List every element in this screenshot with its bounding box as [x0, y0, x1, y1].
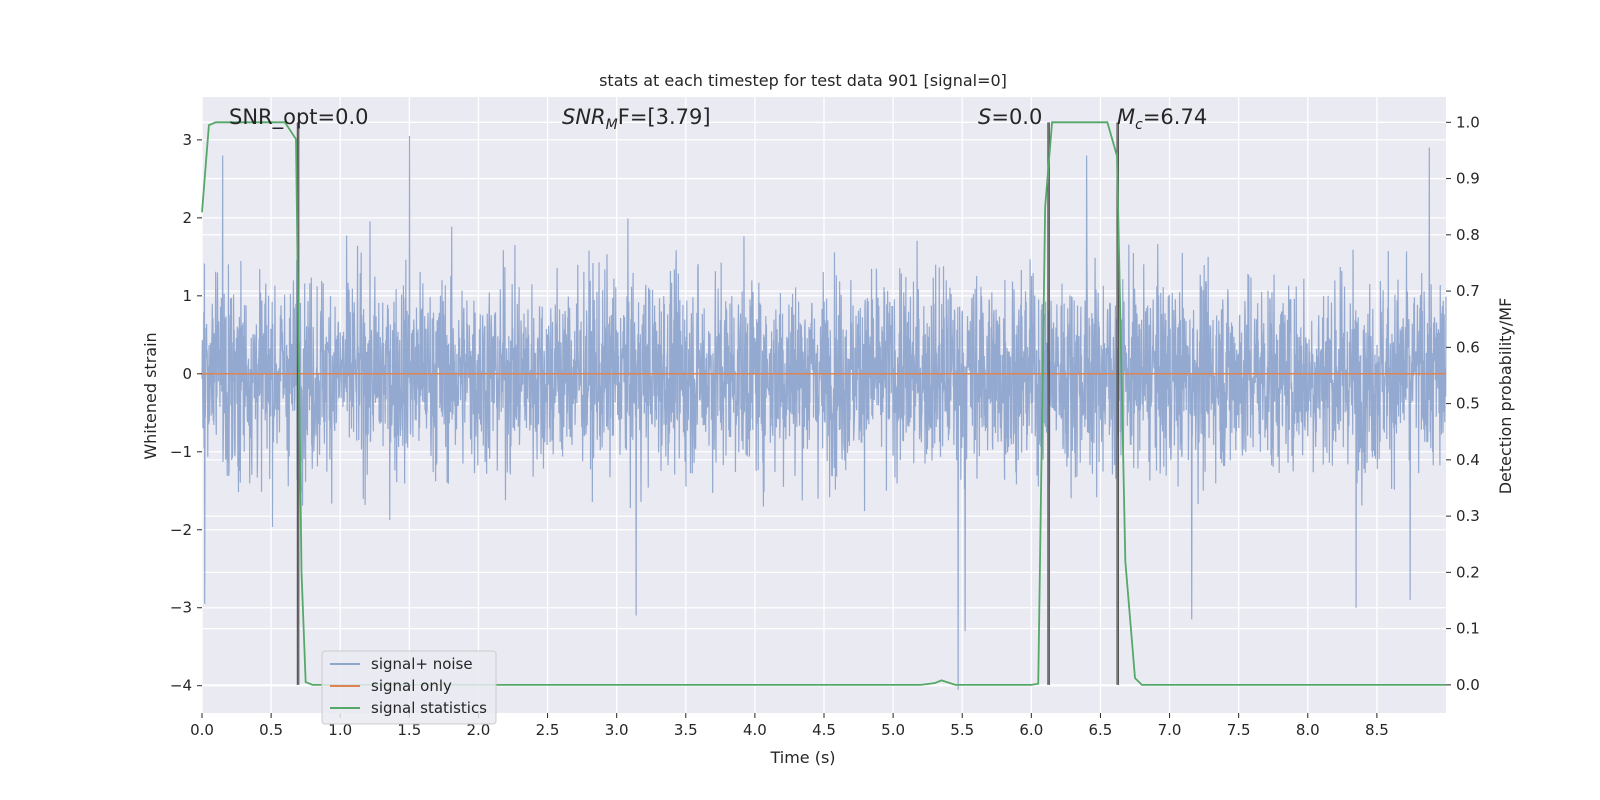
x-tick-label: 5.0	[881, 721, 905, 739]
annotation-s: S=0.0	[978, 105, 1042, 129]
annotation-s-main: S	[978, 105, 991, 129]
right-tick-label: 0.2	[1456, 563, 1480, 581]
y-tick-label: −4	[170, 677, 192, 695]
annotation-snr-mf-sub: M	[606, 117, 618, 133]
x-tick-label: 4.0	[743, 721, 767, 739]
annotation-mc-main: M	[1117, 105, 1135, 129]
annotation-snr-mf-main: SNR	[562, 105, 606, 129]
x-tick-label: 1.0	[328, 721, 352, 739]
right-tick-label: 0.3	[1456, 507, 1480, 525]
x-tick-label: 3.5	[674, 721, 698, 739]
noise-series	[201, 135, 1447, 690]
right-tick-label: 0.6	[1456, 338, 1480, 356]
noise-line	[201, 135, 1447, 690]
y-tick-label: 0	[182, 365, 192, 383]
x-tick-label: 0.5	[259, 721, 283, 739]
annotation-snr-opt: SNR_opt=0.0	[229, 105, 369, 130]
right-axis-ticks: 1.0 0.9 0.8 0.7 0.6 0.5 0.4 0.3 0.2 0.1 0.0	[1446, 113, 1480, 694]
right-tick-label: 0.1	[1456, 620, 1480, 638]
legend-label-noise: signal+ noise	[371, 655, 473, 673]
x-tick-label: 2.5	[536, 721, 560, 739]
x-tick-label: 6.5	[1089, 721, 1113, 739]
x-tick-label: 7.5	[1227, 721, 1251, 739]
y-tick-label: 2	[182, 209, 192, 227]
y-tick-label: −2	[170, 521, 192, 539]
x-tick-label: 7.0	[1158, 721, 1182, 739]
x-axis-label: Time (s)	[769, 748, 835, 767]
statistics-series	[201, 121, 1446, 686]
x-tick-label: 5.5	[950, 721, 974, 739]
annotation-mc-rest: =6.74	[1143, 105, 1207, 129]
annotation-s-rest: =0.0	[991, 105, 1042, 129]
legend-label-statistics: signal statistics	[371, 699, 487, 717]
x-tick-label: 0.0	[190, 721, 214, 739]
y-axis-ticks: 3 2 1 0 −1 −2 −3 −4	[170, 131, 202, 695]
y-tick-label: 1	[182, 287, 192, 305]
right-tick-label: 0.0	[1456, 676, 1480, 694]
right-tick-label: 0.8	[1456, 226, 1480, 244]
x-tick-label: 8.5	[1365, 721, 1389, 739]
x-tick-label: 4.5	[812, 721, 836, 739]
y-tick-label: −1	[170, 443, 192, 461]
annotation-snr-mf: SNRMF=[3.79]	[562, 105, 711, 133]
x-tick-label: 8.0	[1296, 721, 1320, 739]
annotation-mc: Mc=6.74	[1117, 105, 1207, 133]
right-tick-label: 0.7	[1456, 282, 1480, 300]
x-tick-label: 6.0	[1019, 721, 1043, 739]
legend: signal+ noise signal only signal statist…	[321, 650, 497, 725]
chart-title: stats at each timestep for test data 901…	[599, 71, 1007, 90]
right-tick-label: 1.0	[1456, 113, 1480, 131]
right-tick-label: 0.4	[1456, 451, 1480, 469]
x-tick-label: 1.5	[397, 721, 421, 739]
y-tick-label: 3	[182, 131, 192, 149]
legend-label-signal: signal only	[371, 677, 452, 695]
annotation-snr-mf-rest: F=[3.79]	[618, 105, 711, 129]
x-tick-label: 3.0	[605, 721, 629, 739]
right-tick-label: 0.5	[1456, 395, 1480, 413]
right-tick-label: 0.9	[1456, 170, 1480, 188]
statistics-line	[201, 121, 1446, 686]
right-axis-label: Detection probability/MF	[1496, 298, 1515, 495]
x-tick-label: 2.0	[467, 721, 491, 739]
annotation-mc-sub: c	[1135, 117, 1143, 133]
legend-box	[321, 650, 497, 725]
y-axis-label: Whitened strain	[141, 332, 160, 459]
x-axis-ticks: 0.0 0.5 1.0 1.5 2.0 2.5 3.0 3.5 4.0 4.5 5.0 5.5 6.0 6…	[190, 713, 1389, 739]
y-tick-label: −3	[170, 599, 192, 617]
